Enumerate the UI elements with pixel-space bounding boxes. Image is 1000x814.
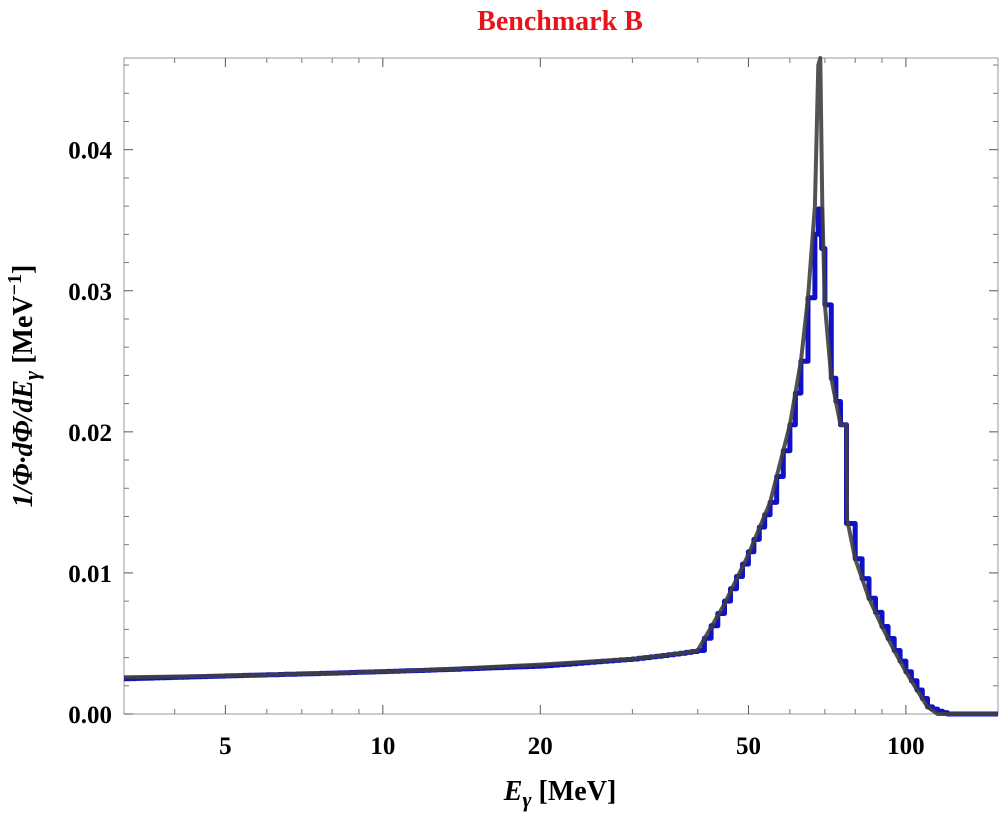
y-tick-label: 0.02 [68, 420, 112, 447]
x-tick-label: 50 [736, 733, 761, 760]
plot-area-border [123, 57, 999, 715]
y-axis-label: 1/Φ·dΦ/dEγ [MeV−1] [4, 265, 44, 508]
series-2-line [123, 56, 998, 716]
chart-title: Benchmark B [477, 6, 643, 37]
axis-ticks: 5 10 20 50 100 0.00 0.01 0.02 0.03 0.04 [68, 58, 998, 760]
y-tick-label: 0.04 [68, 138, 112, 165]
x-tick-label: 100 [887, 733, 925, 760]
plot-frame [123, 57, 999, 715]
y-tick-label: 0.03 [68, 279, 112, 306]
x-axis-label: Eγ [MeV] [503, 776, 617, 812]
y-tick-label: 0.00 [68, 702, 112, 729]
series-layer [123, 56, 998, 717]
series-1-line [124, 206, 998, 717]
y-tick-label: 0.01 [68, 561, 112, 588]
x-tick-label: 5 [219, 733, 232, 760]
x-tick-label: 10 [370, 733, 395, 760]
x-tick-label: 20 [528, 733, 553, 760]
